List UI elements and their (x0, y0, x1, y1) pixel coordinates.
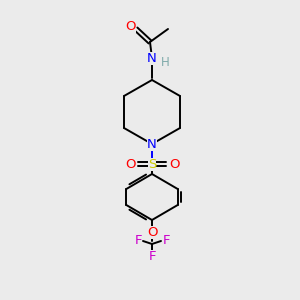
Text: H: H (160, 56, 169, 68)
Text: O: O (125, 158, 135, 170)
Text: N: N (147, 137, 157, 151)
Text: N: N (147, 52, 157, 64)
Text: O: O (126, 20, 136, 32)
Text: O: O (169, 158, 179, 170)
Text: F: F (162, 233, 170, 247)
Text: F: F (148, 250, 156, 262)
Text: S: S (148, 158, 156, 170)
Text: F: F (134, 233, 142, 247)
Text: O: O (147, 226, 157, 238)
